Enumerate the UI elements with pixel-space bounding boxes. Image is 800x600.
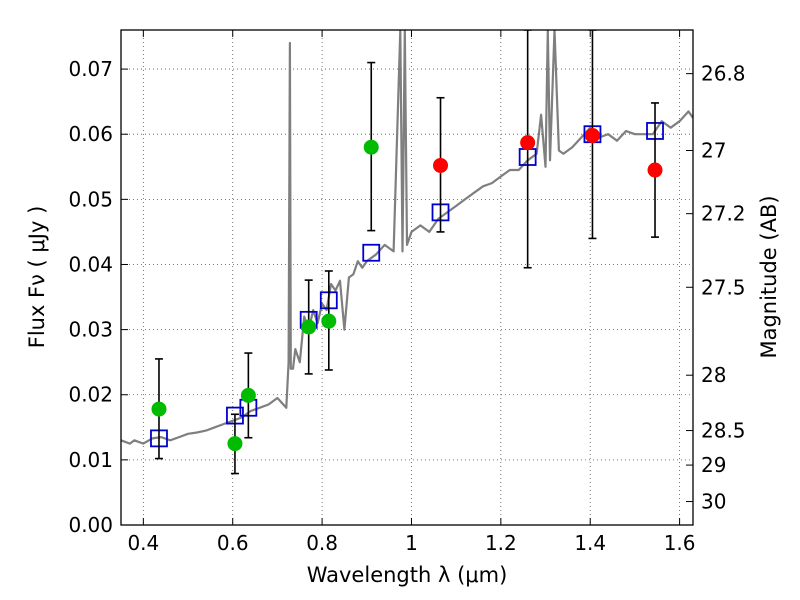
observed-flux-point [647, 162, 663, 178]
observed-flux-point [433, 157, 449, 173]
y-axis-title: Flux Fν ( μJy ) [25, 206, 49, 349]
spectrum-line [121, 30, 693, 445]
right-tick-label: 26.8 [701, 62, 746, 86]
observed-flux-point [584, 128, 600, 144]
observed-flux-point [151, 401, 167, 417]
y-tick-label: 0.00 [68, 513, 113, 537]
x-tick-label: 1.2 [485, 531, 517, 555]
right-tick-label: 27.5 [701, 275, 746, 299]
observed-flux-point [363, 139, 379, 155]
x-tick-label: 1.4 [574, 531, 606, 555]
x-tick-label: 1 [405, 531, 418, 555]
right-tick-label: 27 [701, 138, 726, 162]
axis-ticks: 0.4 0.6 0.8 1 1.2 1.4 1.6 0.00 0.01 0.02 0.03 0.04 0… [68, 30, 746, 555]
right-tick-label: 30 [701, 490, 726, 514]
model-spectrum [121, 30, 693, 445]
x-tick-label: 1.6 [664, 531, 696, 555]
y-tick-label: 0.01 [68, 448, 113, 472]
data-markers [150, 30, 664, 475]
y-tick-label: 0.03 [68, 318, 113, 342]
plot-frame [120, 29, 694, 526]
x-axis-title: Wavelength λ (μm) [307, 563, 508, 587]
x-tick-label: 0.8 [306, 531, 338, 555]
x-tick-label: 0.6 [217, 531, 249, 555]
plot-background [121, 30, 693, 525]
x-tick-label: 0.4 [127, 531, 159, 555]
right-tick-label: 29 [701, 453, 726, 477]
y-tick-label: 0.05 [68, 187, 113, 211]
y-tick-label: 0.07 [68, 57, 113, 81]
model-square-point [362, 243, 381, 262]
y-tick-label: 0.04 [68, 252, 113, 276]
right-tick-label: 28.5 [701, 419, 746, 443]
observed-flux-point [301, 319, 317, 335]
right-tick-label: 27.2 [701, 202, 746, 226]
y-tick-label: 0.06 [68, 122, 113, 146]
observed-flux-point [227, 436, 243, 452]
observed-flux-point [520, 135, 536, 151]
observed-flux-point [240, 387, 256, 403]
right-tick-label: 28 [701, 363, 726, 387]
right-axis-title: Magnitude (AB) [757, 195, 781, 358]
y-tick-label: 0.02 [68, 383, 113, 407]
observed-flux-point [321, 313, 337, 329]
